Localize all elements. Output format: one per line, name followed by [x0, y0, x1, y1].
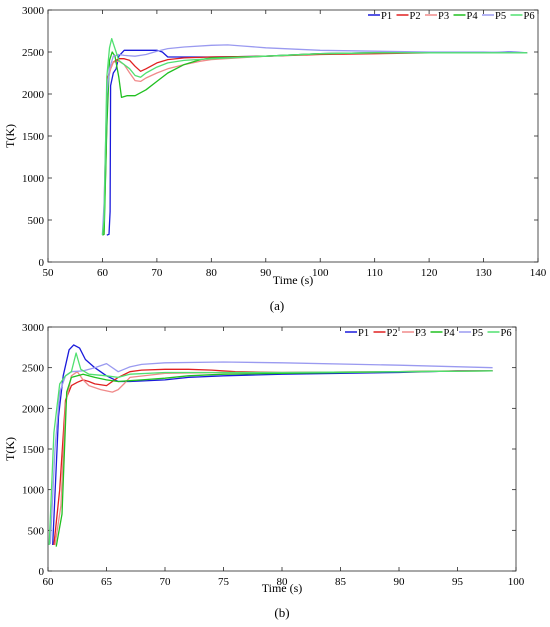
series-line-p6 [101, 37, 528, 236]
x-tick-label: 130 [475, 267, 492, 279]
x-tick-label: 85 [335, 576, 347, 588]
legend-entry-p3: P3 [415, 328, 426, 339]
legend-entry-p5: P5 [472, 328, 483, 339]
legend-entry-p1: P1 [381, 11, 392, 22]
x-axis-label: Time (s) [273, 273, 314, 287]
y-tick-label: 2500 [22, 363, 45, 375]
y-tick-label: 1000 [22, 173, 45, 185]
y-tick-label: 2000 [22, 89, 45, 101]
chart-panel-b: 60 65 70 75 80 85 90 95 100050010001500200025003… [3, 322, 525, 620]
x-tick-label: 140 [530, 267, 547, 279]
y-tick-label: 3000 [22, 322, 45, 334]
y-tick-label: 500 [28, 215, 45, 227]
x-tick-label: 100 [508, 576, 525, 588]
series-line-p1 [106, 49, 528, 236]
x-tick-label: 70 [151, 267, 163, 279]
x-tick-label: 60 [97, 267, 109, 279]
legend-entry-p4: P4 [467, 11, 479, 22]
series-line-p2 [53, 368, 493, 546]
x-tick-label: 120 [421, 267, 438, 279]
x-tick-label: 75 [218, 576, 230, 588]
series-line-p6 [48, 352, 493, 546]
series-line-p5 [49, 361, 493, 545]
x-tick-label: 90 [260, 267, 272, 279]
series-line-p4 [102, 51, 528, 236]
y-axis-label: T(K) [3, 437, 17, 461]
y-tick-label: 1500 [22, 131, 45, 143]
y-tick-label: 0 [39, 257, 45, 269]
x-tick-label: 80 [206, 267, 218, 279]
x-tick-label: 80 [277, 576, 289, 588]
series-line-p5 [101, 44, 528, 235]
x-tick-label: 60 [43, 576, 55, 588]
x-tick-label: 70 [160, 576, 172, 588]
legend-entry-p6: P6 [501, 328, 512, 339]
legend-entry-p1: P1 [358, 328, 369, 339]
panel-caption: (b) [274, 605, 289, 620]
y-tick-label: 2000 [22, 403, 45, 415]
x-tick-label: 90 [394, 576, 406, 588]
x-tick-label: 50 [43, 267, 55, 279]
legend-entry-p6: P6 [524, 11, 535, 22]
y-axis-label: T(K) [3, 124, 17, 148]
legend-entry-p2: P2 [410, 11, 421, 22]
y-tick-label: 2500 [22, 47, 45, 59]
x-tick-label: 65 [101, 576, 113, 588]
y-tick-label: 500 [28, 525, 45, 537]
panel-caption: (a) [270, 298, 284, 313]
legend-entry-p5: P5 [495, 11, 506, 22]
x-tick-label: 100 [312, 267, 329, 279]
plot-frame [47, 9, 539, 263]
legend-entry-p2: P2 [387, 328, 398, 339]
chart-panel-a: 50 60 70 80 90 100 110 120 130 140 0 500 1000 1500 200… [3, 5, 547, 313]
y-tick-label: 0 [39, 566, 45, 578]
series-line-p3 [102, 52, 528, 235]
series-line-p1 [52, 344, 493, 546]
series-line-p4 [55, 370, 493, 547]
y-tick-label: 1500 [22, 444, 45, 456]
plot-frame [47, 326, 517, 572]
legend-entry-p4: P4 [444, 328, 456, 339]
x-axis-label: Time (s) [262, 581, 303, 595]
series-line-p2 [102, 52, 528, 236]
x-tick-label: 95 [452, 576, 464, 588]
x-tick-label: 110 [367, 267, 384, 279]
y-tick-label: 3000 [22, 5, 45, 17]
series-line-p3 [54, 370, 493, 546]
y-tick-label: 1000 [22, 485, 45, 497]
legend-entry-p3: P3 [438, 11, 449, 22]
